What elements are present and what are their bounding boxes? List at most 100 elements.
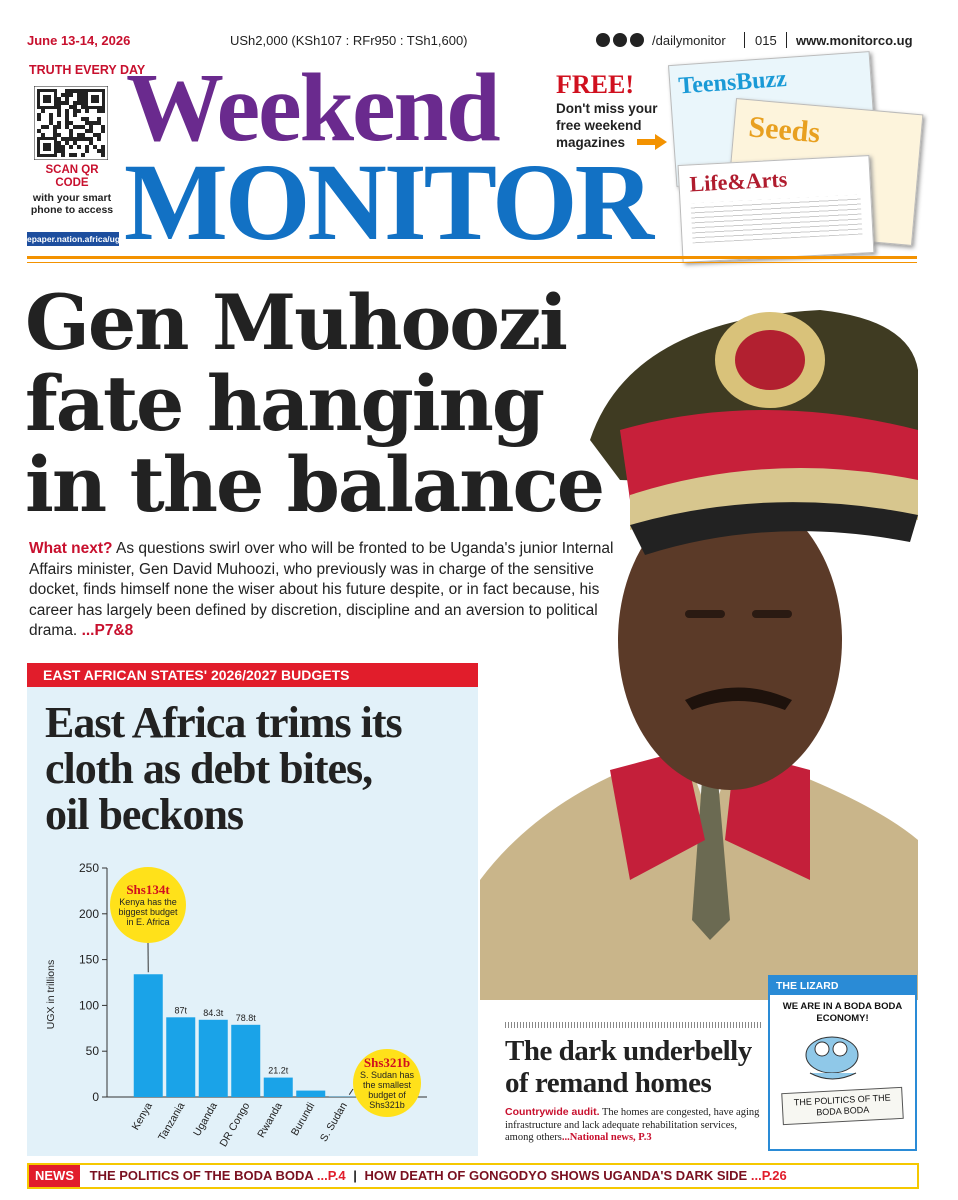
icon [596,33,610,47]
value-label: 78.8t [236,1013,257,1023]
qr-text: with your smart phone to access [30,192,114,216]
title-main: MONITOR [124,141,654,263]
qr-cell [77,137,81,141]
website: www.monitorco.ug [796,33,913,48]
qr-cell [85,149,89,153]
qr-cell [57,121,61,125]
headline: Gen Muhoozi fate hanging in the balance [25,278,605,529]
headline-line: fate hanging [25,359,545,448]
annotation-bubble: Shs321b S. Sudan has the smallest budget … [353,1049,421,1117]
qr-cell [61,137,65,141]
date: June 13-14, 2026 [27,33,131,48]
qr-cell [81,101,85,105]
qr-cell [73,153,77,157]
qr-cell [41,133,45,137]
qr-cell [65,125,69,129]
qr-cell [57,149,61,153]
x-tick-label: Burundi [289,1101,317,1138]
qr-cell [97,133,101,137]
news-item: HOW DEATH OF GONGODYO SHOWS UGANDA'S DAR… [364,1168,748,1183]
qr-cell [81,93,85,97]
bar [263,1077,293,1097]
qr-cell [65,121,69,125]
qr-cell [69,133,73,137]
rule [505,1022,761,1028]
qr-cell [85,145,89,149]
qr-cell [37,117,41,121]
qr-cell [101,149,105,153]
y-tick-label: 150 [79,953,99,967]
qr-cell [77,93,81,97]
qr-cell [73,89,77,93]
qr-cell [89,121,93,125]
promo-title: FREE! [556,70,634,99]
qr-cell [97,109,101,113]
qr-cell [89,129,93,133]
face [618,490,842,790]
qr-cell [37,113,41,117]
x-tick-label: Rwanda [255,1100,285,1140]
news-item: THE POLITICS OF THE BODA BODA [89,1168,314,1183]
qr-cell [73,101,77,105]
eye [685,610,725,618]
social-handle: /dailymonitor [652,33,726,48]
kicker: What next? [29,540,113,557]
qr-title: SCAN QR CODE [45,164,99,189]
magazine-title: Seeds [747,110,822,150]
section-label: EAST AFRICAN STATES' 2026/2027 BUDGETS [27,663,478,687]
cap-badge-center [735,330,805,390]
headline-line: Gen Muhoozi [25,278,568,367]
qr-cell [77,125,81,129]
qr-cell [85,137,89,141]
qr-cell [97,117,101,121]
qr-cell [77,101,81,105]
bar [231,1024,261,1097]
magazine-title: TeensBuzz [677,65,788,100]
y-tick-label: 50 [86,1044,100,1058]
qr-cell [61,101,65,105]
separator [786,32,787,48]
page-ref: ...P.26 [750,1168,787,1183]
qr-cell [93,145,97,149]
body: As questions swirl over who will be fron… [29,540,614,639]
chart-title: East Africa trims its cloth as debt bites… [45,700,403,839]
chart-title-line: oil beckons [45,790,244,839]
x-tick-label: Kenya [130,1100,155,1132]
qr-cell [101,129,105,133]
qr-cell [81,137,85,141]
qr-cell [41,109,45,113]
news-bar: NEWS THE POLITICS OF THE BODA BODA ...P.… [27,1163,919,1189]
qr-cell [81,153,85,157]
eye [752,610,792,618]
body: The homes are congested, have aging infr… [505,1107,760,1143]
y-tick-label: 200 [79,907,99,921]
qr-cell [77,109,81,113]
cap-visor [630,502,918,555]
qr-cell [45,125,49,129]
qr-cell [69,153,73,157]
qr-cell [77,97,81,101]
qr-cell [69,121,73,125]
qr-cell [57,145,61,149]
epaper: epaper.nation.africa/ug [27,232,121,246]
qr-cell [61,153,65,157]
qr-cell [69,145,73,149]
qr-cell [85,109,89,113]
chart-title-line: cloth as debt bites, [45,744,373,793]
cartoon-box: THE LIZARD WE ARE IN A BODA BODA ECONOMY… [768,975,917,1151]
qr-cell [53,125,57,129]
qr-cell [57,113,61,117]
headline-line: in the balance [25,440,605,529]
separator [744,32,745,48]
qr-cell [81,105,85,109]
qr-cell [85,121,89,125]
qr-cell [101,145,105,149]
rule [27,262,917,263]
tagline: TRUTH EVERY DAY [29,63,146,77]
qr-cell [69,129,73,133]
qr-cell [57,133,61,137]
qr-cell [77,89,81,93]
qr-cell [49,117,53,121]
page-ref: ...P7&8 [81,622,134,639]
